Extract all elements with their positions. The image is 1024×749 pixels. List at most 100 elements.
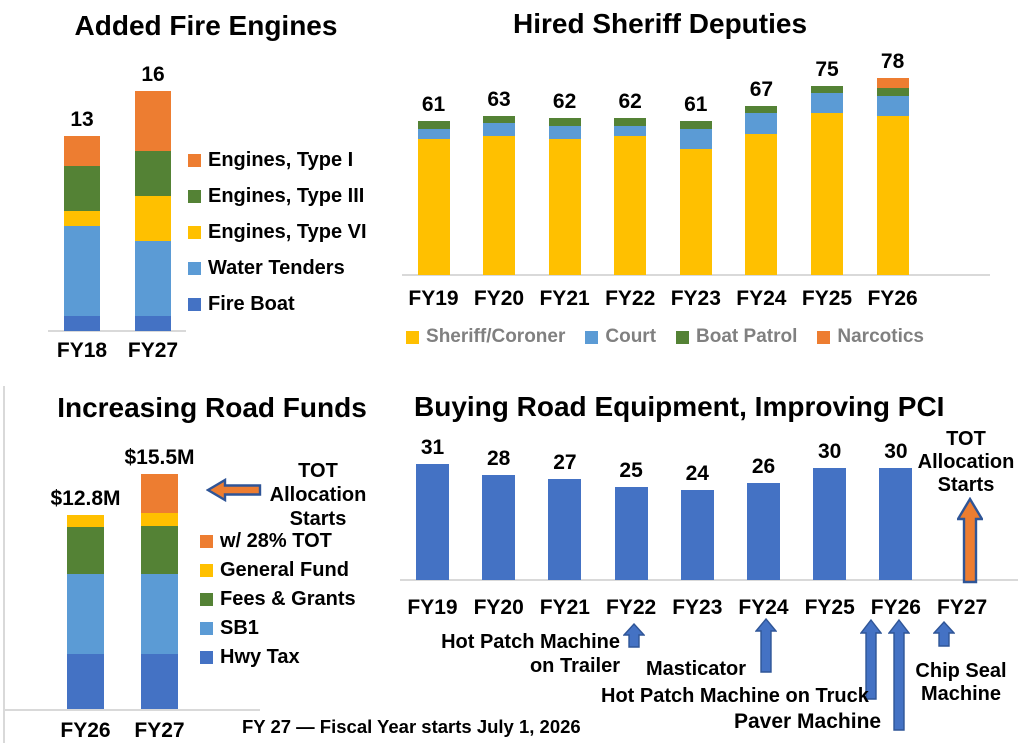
equipment-value-fy19: 31 [420,436,445,460]
road_funds-axis-line [4,709,260,711]
legend-item-water-tenders: Water Tenders [188,258,367,278]
equipment-arrow-fy24-icon [755,618,777,673]
sheriff-bar-fy24 [745,105,778,275]
legend-swatch-engines-type-vi [188,225,201,239]
equipment-value-fy24: 26 [751,454,776,478]
fire-chart-legend: Engines, Type I Engines, Type III Engines,… [188,150,367,330]
equipment-category-fy27: FY27 [936,596,988,619]
fire-segment-engines-type-iii [64,166,100,211]
fire-segment-engines-type-i [64,136,100,166]
annotation-hot-patch-trailer: Hot Patch Machine on Trailer [441,631,620,677]
fire-segment-engines-type-iii [135,151,171,196]
equipment-bar-fy26 [879,467,913,580]
fire-segment-engines-type-i [135,91,171,151]
tot-left-arrow-icon [206,478,262,502]
equipment-bar-fy24 [747,482,780,580]
legend-label-engines-type-i: Engines, Type I [208,149,354,171]
equipment-axis-line [400,579,1018,581]
fire-segment-engines-type-vi [64,211,100,226]
equipment-segment-fy23 [680,490,714,580]
sheriff-segment-narcotics [876,78,909,89]
legend-label-hwy-tax: Hwy Tax [220,646,300,668]
tot-up-arrow-icon [957,497,983,584]
equipment-bar-fy25 [813,467,847,580]
equipment-value-fy25: 30 [818,439,842,463]
legend-swatch-narcotics [817,330,831,344]
equipment-arrow-fy26-paver-icon [888,619,910,731]
sheriff-value-fy24: 67 [749,77,774,101]
road_funds-segment-hwy-tax [141,654,178,709]
road_funds-segment-general-fund [141,513,178,526]
equipment-arrow-fy22-icon [623,623,645,648]
road_funds-value-fy27: $15.5M [124,446,195,470]
equipment-segment-fy20 [482,475,516,580]
equipment-value-fy23: 24 [685,462,709,486]
legend-swatch-sheriff-coroner [406,330,420,344]
sheriff-category-fy21: FY21 [539,287,590,310]
sheriff-axis-line [402,274,990,276]
road_funds-segment-sb1 [67,574,104,655]
legend-item-general-fund: General Fund [200,560,356,580]
sheriff-value-fy22: 62 [618,90,642,114]
legend-item-hwy-tax: Hwy Tax [200,647,356,667]
road_funds-segment-fees-grants [141,525,178,575]
equipment-bar-fy21 [548,479,582,580]
legend-label-fees-grants: Fees & Grants [220,588,356,610]
equipment-segment-fy19 [416,464,449,580]
sheriff-segment-sheriff-coroner [483,136,515,275]
annotation-chip-seal: Chip Seal Machine [915,660,1007,705]
sheriff-segment-sheriff-coroner [876,115,909,275]
legend-item-fees-grants: Fees & Grants [200,589,356,609]
equipment-category-fy22: FY22 [605,596,657,619]
sheriff-segment-boat-patrol [548,118,581,127]
sheriff-category-fy20: FY20 [473,287,525,310]
footnote: FY 27 — Fiscal Year starts July 1, 2026 [242,716,581,737]
sheriff-bar-fy23 [679,120,712,275]
sheriff-category-fy24: FY24 [736,287,787,310]
fire-segment-water-tenders [135,241,171,316]
sheriff-bar-fy21 [548,118,581,275]
legend-label-engines-type-vi: Engines, Type VI [208,221,367,243]
equipment-category-fy21: FY21 [539,596,590,619]
sheriff-segment-court [417,128,450,139]
sheriff-segment-boat-patrol [876,88,909,96]
sheriff-value-fy26: 78 [880,50,905,74]
sheriff-bar-fy25 [811,85,843,275]
equipment-category-fy24: FY24 [738,596,789,619]
equipment-bar-fy23 [680,490,714,580]
road_funds-segment-fees-grants [67,527,104,575]
equipment-arrow-fy26-truck-icon [860,619,882,700]
equipment-segment-fy25 [813,467,847,580]
fire-value-fy18: 13 [70,108,94,131]
equipment-segment-fy21 [548,479,582,580]
annotation-hot-patch-truck: Hot Patch Machine on Truck [601,685,869,707]
equipment-chart-title: Buying Road Equipment, Improving PCI [414,391,945,422]
equipment-category-fy19: FY19 [407,596,458,619]
sheriff-segment-court [548,126,581,139]
sheriff-category-fy26: FY26 [867,287,918,310]
fire-segment-fire-boat [135,316,171,331]
equipment-tot-annotation: TOT Allocation Starts [917,428,1015,496]
legend-swatch-boat-patrol [676,330,690,344]
annotation-paver-machine: Paver Machine [734,710,882,733]
sheriff-value-fy23: 61 [684,92,708,116]
road_funds-segment-w-28-tot [141,474,178,514]
equipment-value-fy21: 27 [553,451,577,475]
equipment-category-fy20: FY20 [473,596,524,619]
legend-label-narcotics: Narcotics [837,326,924,347]
sheriff-bar-fy26 [876,78,909,275]
sheriff-value-fy20: 63 [487,87,511,111]
equipment-value-fy22: 25 [619,458,643,482]
road_funds-bar-fy26 [67,514,104,709]
sheriff-segment-sheriff-coroner [745,133,778,275]
equipment-category-fy25: FY25 [804,596,855,619]
legend-item-sheriff-coroner: Sheriff/Coroner [406,327,565,347]
legend-swatch-fees-grants [200,592,213,606]
sheriff-category-fy19: FY19 [408,287,459,310]
legend-item-court: Court [585,327,656,347]
equipment-arrow-fy27-icon [933,621,955,647]
equipment-segment-fy22 [614,486,648,580]
legend-label-sb1: SB1 [220,617,259,639]
